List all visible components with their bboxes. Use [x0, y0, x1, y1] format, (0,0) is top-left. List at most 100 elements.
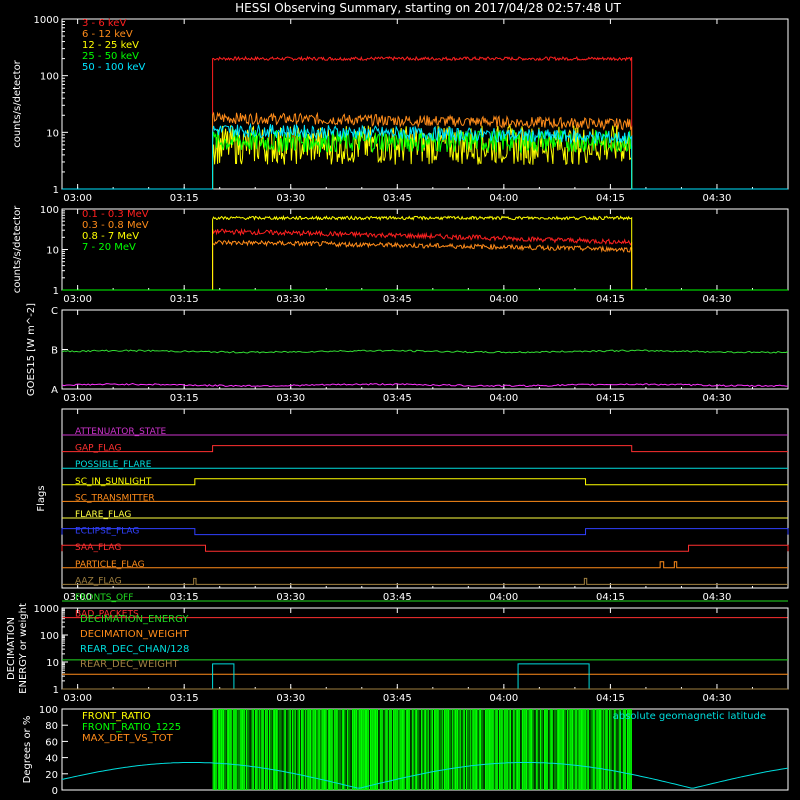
ratios-bar	[571, 709, 574, 790]
ratios-bar	[421, 709, 423, 790]
ratios-bar	[381, 709, 383, 790]
ratios-bar	[403, 709, 405, 790]
ratios-bar	[513, 709, 515, 790]
ratios-bar	[560, 709, 562, 790]
ratios-bar	[253, 709, 254, 790]
ratios-bar	[376, 709, 378, 790]
goes-series-1	[61, 382, 788, 388]
ratios-bar	[290, 709, 292, 790]
ratios-bar	[329, 709, 331, 790]
ratios-bar	[492, 709, 494, 790]
decimation-ytick-label: 100	[40, 631, 59, 642]
high-energy-xtick-label: 03:45	[383, 294, 412, 305]
ratios-bar	[619, 709, 621, 790]
ratios-bar	[337, 709, 339, 790]
ratios-bar	[502, 709, 504, 790]
flags-ylabel: Flags	[36, 485, 47, 511]
ratios-bar	[251, 709, 252, 790]
ratios-bar	[330, 709, 332, 790]
ratios-bar	[212, 709, 214, 790]
ratios-bar	[573, 709, 574, 790]
ratios-bar	[313, 709, 315, 790]
ratios-bar	[380, 709, 382, 790]
ratios-bar	[598, 709, 600, 790]
ratios-bar	[588, 709, 589, 790]
ratios-ytick-label: 20	[45, 770, 58, 781]
ratios-bar	[395, 709, 397, 790]
ratios-bar	[478, 709, 480, 790]
ratios-bar	[472, 709, 474, 790]
ratios-bar	[601, 709, 602, 790]
ratios-bar	[318, 709, 320, 790]
ratios-bar	[390, 709, 392, 790]
ratios-bar	[309, 709, 311, 790]
ratios-bar	[605, 709, 607, 790]
ratios-bar	[357, 709, 358, 790]
decimation-xtick-label: 03:15	[170, 693, 199, 704]
ratios-bar	[233, 709, 235, 790]
ratios-bar	[458, 709, 459, 790]
ratios-bar	[529, 709, 531, 790]
ratios-bar	[226, 709, 228, 790]
ratios-bar	[533, 709, 534, 790]
ratios-bar	[514, 709, 515, 790]
decimation-ytick-label: 10	[46, 658, 59, 669]
ratios-bar	[629, 709, 631, 790]
low-energy-legend-0: 3 - 6 keV	[82, 18, 126, 29]
ratios-bar	[575, 709, 577, 790]
ratios-legend-3: absolute geomagnetic latitude	[613, 711, 766, 722]
ratios-bar	[593, 709, 595, 790]
ratios-bar	[621, 709, 623, 790]
ratios-bar	[545, 709, 547, 790]
ratios-bar	[373, 709, 375, 790]
goes-xtick-label: 03:30	[276, 393, 305, 404]
flags-xtick-label: 03:45	[383, 592, 412, 603]
ratios-series-1	[212, 709, 632, 790]
ratios-bar	[317, 709, 319, 790]
high-energy-ytick-label: 10	[46, 246, 59, 257]
flags-row-3	[62, 478, 788, 486]
low-energy-ylabel: counts/s/detector	[12, 59, 23, 147]
high-energy-legend-3: 7 - 20 MeV	[82, 242, 136, 253]
ratios-bar	[449, 709, 450, 790]
ratios-bar	[234, 709, 236, 790]
ratios-bar	[229, 709, 231, 790]
ratios-bar	[252, 709, 254, 790]
ratios-bar	[368, 709, 370, 790]
ratios-bar	[354, 709, 356, 790]
ratios-bar	[519, 709, 520, 790]
flags-label-3: SC_IN_SUNLIGHT	[75, 477, 152, 487]
ratios-bar	[285, 709, 286, 790]
ratios-bar	[570, 709, 572, 790]
ratios-bar	[355, 709, 357, 790]
ratios-bar	[417, 709, 418, 790]
ratios-bar	[580, 709, 583, 790]
decimation-xtick-label: 04:30	[703, 693, 732, 704]
ratios-bar	[409, 709, 410, 790]
ratios-bar	[453, 709, 454, 790]
ratios-bar	[437, 709, 439, 790]
ratios-bar	[230, 709, 232, 790]
flags-xtick-label: 04:00	[489, 592, 518, 603]
ratios-ytick-label: 0	[52, 786, 58, 797]
high-energy-series-2	[62, 214, 788, 291]
ratios-bar	[284, 709, 286, 790]
ratios-bar	[263, 709, 265, 790]
flags-xtick-label: 04:30	[703, 592, 732, 603]
decimation-legend-3: REAR_DEC_WEIGHT	[80, 659, 179, 670]
ratios-bar	[568, 709, 569, 790]
ratios-bar	[589, 709, 591, 790]
high-energy-series-1	[62, 239, 788, 291]
decimation-xtick-label: 04:15	[596, 693, 625, 704]
flags-label-7: SAA_FLAG	[75, 543, 121, 553]
high-energy-xtick-label: 03:15	[170, 294, 199, 305]
ratios-bar	[271, 709, 272, 790]
low-energy-series-4	[62, 122, 788, 190]
ratios-bar	[523, 709, 525, 790]
goes-xtick-label: 04:00	[489, 393, 518, 404]
ratios-bar	[620, 709, 621, 790]
flags-xtick-label: 04:15	[596, 592, 625, 603]
decimation-ytick-label: 1	[53, 685, 59, 696]
flags-row-7	[61, 544, 789, 552]
low-energy-xtick-label: 03:00	[63, 193, 92, 204]
